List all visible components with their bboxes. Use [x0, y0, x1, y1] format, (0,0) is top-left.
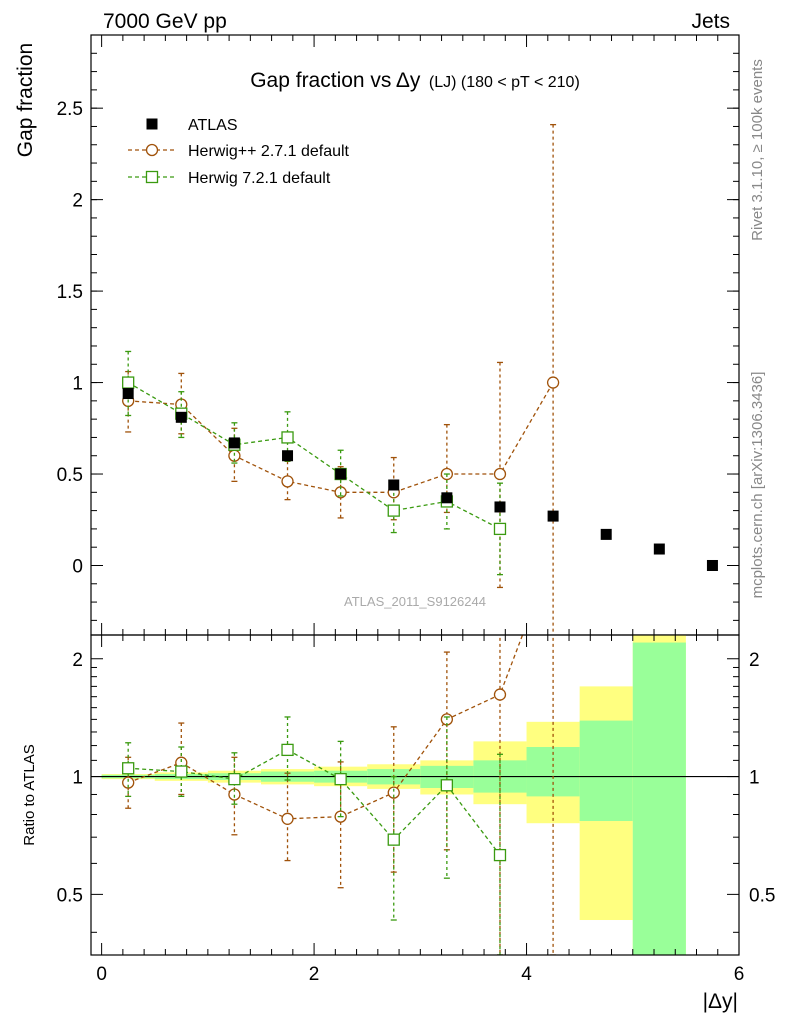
atlas-data-point [335, 468, 347, 480]
main-panel: 0 0.5 1 1.5 2 2.5 Gap fraction vs Δy (LJ) (18… [14, 34, 740, 636]
header-beam-label: 7000 GeV pp [103, 10, 227, 33]
herwigpp-point [546, 376, 560, 389]
herwig7-point [281, 743, 294, 757]
main-y-axis-label: Gap fraction [14, 43, 37, 157]
herwig7-point [440, 779, 454, 792]
uncertainty-band-green [632, 642, 686, 955]
ratio-y-tick-label: 1 [72, 768, 83, 789]
legend-label: Herwig++ 2.7.1 default [188, 143, 350, 160]
ratio-y-axis-label: Ratio to ATLAS [21, 744, 38, 845]
main-title-sub: (LJ) (180 < pT < 210) [429, 74, 580, 91]
atlas-data-point [388, 479, 400, 491]
legend: ATLAS Herwig++ 2.7.1 default Herwig 7.2.1 … [128, 117, 350, 187]
legend-marker-herwig7 [145, 170, 159, 184]
ratio-y-tick-label: 0.5 [57, 885, 83, 906]
y-tick-label: 0.5 [57, 465, 83, 486]
x-tick-label: 0 [96, 964, 107, 985]
ratio-y-tick-label-right: 1 [749, 768, 760, 789]
main-title-delta: Δy [396, 69, 421, 92]
y-tick-label: 0 [72, 556, 83, 577]
ratio-y-tick-label-right: 0.5 [749, 885, 775, 906]
herwig7-point [175, 765, 188, 778]
herwig7-point [387, 833, 400, 846]
ratio-y-tick-label: 2 [72, 650, 83, 671]
herwig7-point [228, 772, 241, 786]
herwig7-point [122, 376, 135, 389]
legend-marker-herwigpp [145, 143, 159, 157]
atlas-data-point [228, 437, 240, 449]
legend-label: ATLAS [188, 117, 238, 134]
atlas-data-point [494, 501, 506, 513]
atlas-data-point [653, 543, 665, 555]
atlas-data-point [547, 510, 559, 522]
main-title: Gap fraction vs Δy (LJ) (180 < pT < 210) [250, 69, 580, 92]
x-axis-label: |Δy| [703, 990, 738, 1013]
herwigpp-point [122, 776, 135, 789]
y-tick-label: 1.5 [57, 282, 83, 303]
legend-label: Herwig 7.2.1 default [188, 170, 331, 187]
rivet-version-label: Rivet 3.1.10, ≥ 100k events [749, 59, 766, 241]
series-line [128, 749, 501, 856]
analysis-watermark: ATLAS_2011_S9126244 [344, 594, 486, 609]
herwig7-point [493, 522, 507, 536]
main-title-text: Gap fraction vs [250, 69, 391, 92]
x-tick-label: 4 [521, 964, 532, 985]
herwigpp-point [493, 467, 507, 481]
atlas-data-point [706, 559, 718, 571]
ratio-y-tick-label-right: 2 [749, 650, 760, 671]
x-tick-label: 6 [734, 964, 745, 985]
herwig7-point [493, 848, 507, 862]
atlas-data-point [175, 411, 187, 423]
herwigpp-point [281, 475, 294, 488]
y-tick-label: 2.5 [57, 99, 83, 120]
header-process-label: Jets [691, 10, 730, 33]
atlas-data-point [441, 492, 453, 504]
herwig7-point [387, 504, 400, 517]
herwigpp-point [387, 786, 400, 799]
atlas-data-point [282, 450, 294, 462]
herwigpp-point [281, 812, 294, 825]
series-line [127, 635, 524, 820]
atlas-data-point [122, 388, 134, 400]
herwig7-point [281, 431, 294, 444]
ratio-frame [90, 634, 740, 956]
atlas-data-point [600, 528, 612, 540]
herwig7-point [334, 772, 347, 786]
herwig7-point [122, 762, 135, 775]
y-tick-label: 2 [72, 191, 83, 212]
series-line [127, 382, 501, 530]
x-tick-label: 2 [309, 964, 320, 985]
uncertainty-band-green [579, 720, 633, 821]
ratio-panel: 0 2 4 6 0.5 0.5 1 1 2 2 Ratio to ATLAS |Δy| [21, 634, 775, 1013]
legend-marker-atlas [146, 118, 158, 130]
y-tick-label: 1 [72, 374, 83, 395]
herwigpp-point [493, 688, 507, 701]
mcplots-label: mcplots.cern.ch [arXiv:1306.3436] [749, 372, 766, 599]
